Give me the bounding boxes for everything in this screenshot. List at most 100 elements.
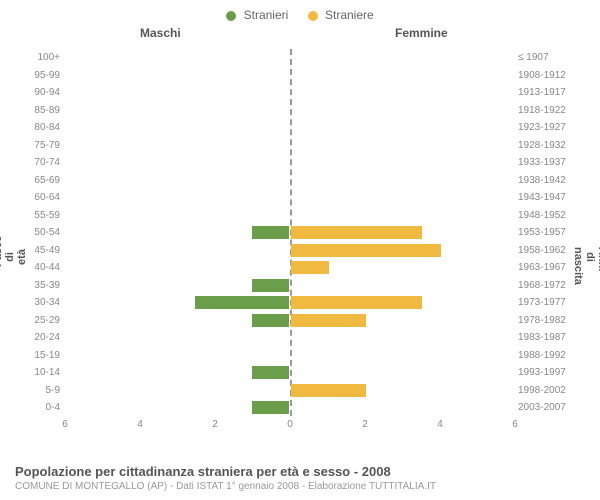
chart-row: [65, 382, 515, 400]
age-label: 70-74: [20, 154, 60, 172]
age-label: 85-89: [20, 102, 60, 120]
legend-label-male: Stranieri: [244, 8, 289, 22]
legend-item-female: Straniere: [308, 8, 374, 22]
year-label: 1963-1967: [518, 259, 580, 277]
age-label: 35-39: [20, 277, 60, 295]
y-axis-left: 100+95-9990-9485-8980-8475-7970-7465-696…: [20, 49, 60, 417]
age-label: 75-79: [20, 137, 60, 155]
chart-area: Fasce di età Anni di nascita 100+95-9990…: [0, 44, 600, 434]
age-label: 20-24: [20, 329, 60, 347]
legend: Stranieri Straniere: [0, 0, 600, 26]
age-label: 25-29: [20, 312, 60, 330]
chart-row: [65, 189, 515, 207]
year-label: 1928-1932: [518, 137, 580, 155]
chart-row: [65, 242, 515, 260]
year-label: 1923-1927: [518, 119, 580, 137]
bar-male: [252, 314, 290, 327]
age-label: 0-4: [20, 399, 60, 417]
x-tick: 4: [137, 419, 143, 430]
year-label: 1933-1937: [518, 154, 580, 172]
bar-male: [252, 401, 290, 414]
bar-female: [291, 314, 366, 327]
year-label: ≤ 1907: [518, 49, 580, 67]
year-label: 1988-1992: [518, 347, 580, 365]
header-female: Femmine: [395, 26, 448, 40]
bar-male: [252, 226, 290, 239]
age-label: 90-94: [20, 84, 60, 102]
chart-row: [65, 277, 515, 295]
chart-row: [65, 154, 515, 172]
bar-female: [291, 226, 422, 239]
bar-male: [195, 296, 289, 309]
footer: Popolazione per cittadinanza straniera p…: [15, 464, 585, 492]
x-tick: 2: [212, 419, 218, 430]
year-label: 1978-1982: [518, 312, 580, 330]
year-label: 1953-1957: [518, 224, 580, 242]
chart-row: [65, 259, 515, 277]
chart-row: [65, 172, 515, 190]
age-label: 95-99: [20, 67, 60, 85]
age-label: 15-19: [20, 347, 60, 365]
year-label: 1993-1997: [518, 364, 580, 382]
header-male: Maschi: [140, 26, 181, 40]
bar-female: [291, 296, 422, 309]
age-label: 10-14: [20, 364, 60, 382]
bar-male: [252, 279, 290, 292]
legend-item-male: Stranieri: [226, 8, 288, 22]
chart-row: [65, 364, 515, 382]
legend-label-female: Straniere: [325, 8, 374, 22]
chart-row: [65, 224, 515, 242]
year-label: 1998-2002: [518, 382, 580, 400]
x-tick: 6: [62, 419, 68, 430]
plot-area: [65, 49, 515, 416]
bar-female: [291, 244, 441, 257]
chart-row: [65, 399, 515, 417]
x-tick: 6: [512, 419, 518, 430]
bar-male: [252, 366, 290, 379]
bar-female: [291, 261, 329, 274]
year-label: 1938-1942: [518, 172, 580, 190]
x-axis: 6 4 2 0 2 4 6: [65, 419, 515, 434]
column-headers: Maschi Femmine: [0, 26, 600, 44]
bar-female: [291, 384, 366, 397]
x-tick: 0: [287, 419, 293, 430]
chart-row: [65, 67, 515, 85]
chart-row: [65, 207, 515, 225]
legend-dot-female: [308, 11, 318, 21]
age-label: 65-69: [20, 172, 60, 190]
year-label: 2003-2007: [518, 399, 580, 417]
age-label: 55-59: [20, 207, 60, 225]
year-label: 1973-1977: [518, 294, 580, 312]
chart-row: [65, 294, 515, 312]
age-label: 5-9: [20, 382, 60, 400]
age-label: 60-64: [20, 189, 60, 207]
age-label: 40-44: [20, 259, 60, 277]
age-label: 30-34: [20, 294, 60, 312]
age-label: 80-84: [20, 119, 60, 137]
chart-row: [65, 119, 515, 137]
year-label: 1968-1972: [518, 277, 580, 295]
x-tick: 4: [437, 419, 443, 430]
chart-row: [65, 49, 515, 67]
x-tick: 2: [362, 419, 368, 430]
year-label: 1983-1987: [518, 329, 580, 347]
year-label: 1958-1962: [518, 242, 580, 260]
year-label: 1948-1952: [518, 207, 580, 225]
year-label: 1908-1912: [518, 67, 580, 85]
age-label: 100+: [20, 49, 60, 67]
footer-title: Popolazione per cittadinanza straniera p…: [15, 464, 585, 479]
chart-row: [65, 102, 515, 120]
chart-row: [65, 312, 515, 330]
chart-container: Stranieri Straniere Maschi Femmine Fasce…: [0, 0, 600, 500]
chart-row: [65, 84, 515, 102]
footer-subtitle: COMUNE DI MONTEGALLO (AP) - Dati ISTAT 1…: [15, 481, 585, 492]
chart-row: [65, 137, 515, 155]
chart-row: [65, 347, 515, 365]
y-axis-right: ≤ 19071908-19121913-19171918-19221923-19…: [518, 49, 580, 417]
legend-dot-male: [226, 11, 236, 21]
year-label: 1918-1922: [518, 102, 580, 120]
age-label: 50-54: [20, 224, 60, 242]
age-label: 45-49: [20, 242, 60, 260]
year-label: 1943-1947: [518, 189, 580, 207]
year-label: 1913-1917: [518, 84, 580, 102]
